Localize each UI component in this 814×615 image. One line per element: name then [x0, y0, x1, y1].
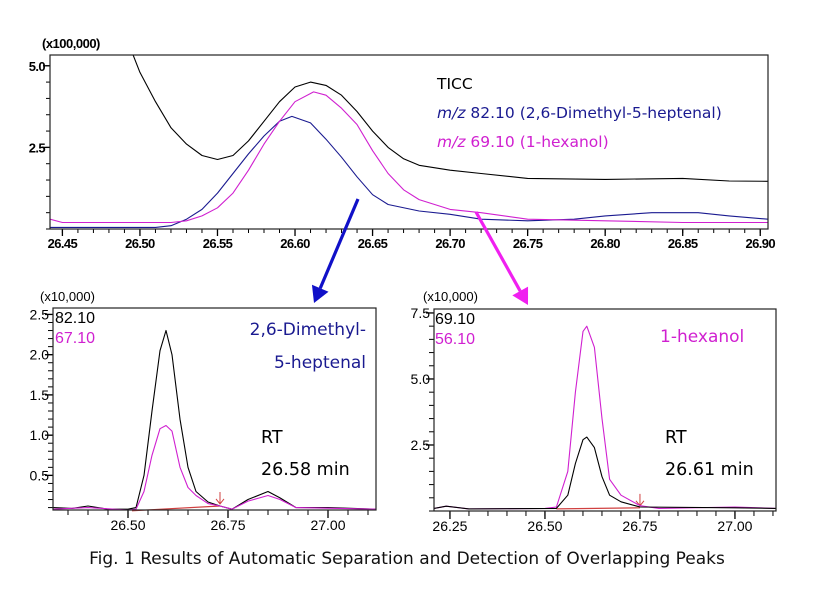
legend-ticc: TICC — [437, 75, 473, 93]
x-tick-label: 26.50 — [125, 236, 155, 251]
x-tick-label: 26.75 — [210, 517, 245, 533]
series-line-TICC — [132, 55, 768, 182]
series-line-56-10 — [434, 325, 776, 510]
x-tick-label: 26.55 — [203, 236, 233, 251]
plot-frame — [52, 307, 377, 511]
peak-baseline — [556, 507, 640, 510]
x-tick-label: 26.75 — [513, 236, 543, 251]
y-tick-label: 2.5 — [411, 437, 431, 453]
y-tick-label: 2.0 — [30, 347, 50, 363]
series-line-m-z-69-10 — [50, 91, 768, 224]
x-tick-label: 26.80 — [590, 236, 620, 251]
y-tick-label: 1.5 — [30, 387, 50, 403]
series-line-67-10 — [53, 424, 376, 510]
right-rt-value: 26.61 min — [665, 460, 754, 480]
x-tick-label: 26.45 — [48, 236, 78, 251]
right-compound: 1-hexanol — [660, 327, 745, 347]
y-tick-label: 0.5 — [30, 467, 50, 483]
x-tick-label: 26.25 — [432, 518, 467, 534]
x-tick-label: 26.75 — [622, 518, 657, 534]
x-tick-label: 27.00 — [717, 518, 752, 534]
y-tick-label: 5.0 — [411, 371, 431, 387]
x-tick-label: 26.50 — [527, 518, 562, 534]
left-ion-67: 67.10 — [55, 330, 96, 347]
arrow-to-hexanol-icon-shaft — [474, 211, 522, 292]
figure-caption: Fig. 1 Results of Automatic Separation a… — [89, 549, 725, 569]
x-tick-label: 26.70 — [435, 236, 465, 251]
x-tick-label: 27.00 — [310, 517, 345, 533]
left-rt-value: 26.58 min — [261, 460, 350, 480]
left-ion-82: 82.10 — [55, 310, 96, 327]
plot-frame — [49, 54, 769, 230]
x-tick-label: 26.65 — [358, 236, 388, 251]
chart-2: 26.25 26.50 26.75 27.00 2.5 5.0 7.5 — [411, 305, 777, 534]
right-ion-56: 56.10 — [435, 331, 476, 348]
top-y-multiplier: (x100,000) — [42, 36, 100, 51]
arrow-to-dimethylheptenal-icon-shaft — [318, 198, 360, 289]
legend-mz69-text: 69.10 (1-hexanol) — [465, 133, 609, 151]
x-tick-label: 26.90 — [745, 236, 775, 251]
left-y-multiplier: (x10,000) — [40, 289, 95, 304]
left-rt-label: RT — [261, 428, 283, 448]
right-ion-69: 69.10 — [435, 311, 476, 328]
chart-1: 26.50 26.75 27.00 0.5 1.0 1.5 2.0 2.5 — [30, 306, 377, 533]
legend-mz82: m/z 82.10 (2,6-Dimethyl-5-heptenal) — [437, 104, 722, 122]
y-tick-label: 5.0 — [29, 59, 46, 74]
y-tick-label: 2.5 — [29, 140, 46, 155]
series-line-m-z-82-10 — [50, 115, 768, 228]
arrow-to-hexanol-icon-head — [512, 286, 529, 305]
x-tick-label: 26.85 — [668, 236, 698, 251]
x-tick-label: 26.50 — [110, 517, 145, 533]
arrow-to-dimethylheptenal-icon-head — [311, 284, 329, 303]
y-tick-label: 1.0 — [30, 427, 50, 443]
chart-0: 26.45 26.50 26.55 26.60 26.65 26.70 26.75 26.80… — [29, 54, 776, 251]
legend-mz69: m/z 69.10 (1-hexanol) — [437, 133, 609, 151]
left-compound-line2: 5-heptenal — [273, 353, 366, 373]
right-y-multiplier: (x10,000) — [423, 289, 478, 304]
plot-frame — [433, 308, 777, 512]
y-tick-label: 2.5 — [30, 306, 50, 322]
legend-mz82-text: 82.10 (2,6-Dimethyl-5-heptenal) — [465, 104, 722, 122]
legend-mz-prefix: m/z — [437, 133, 466, 151]
legend-ticc-text: TICC — [437, 75, 473, 93]
right-rt-label: RT — [665, 428, 687, 448]
y-tick-label: 7.5 — [411, 305, 431, 321]
left-compound-line1: 2,6-Dimethyl- — [249, 320, 366, 340]
peak-end-marker — [215, 491, 225, 505]
series-line-69-10 — [434, 436, 776, 510]
legend-mz-prefix: m/z — [437, 104, 466, 122]
x-tick-label: 26.60 — [280, 236, 310, 251]
